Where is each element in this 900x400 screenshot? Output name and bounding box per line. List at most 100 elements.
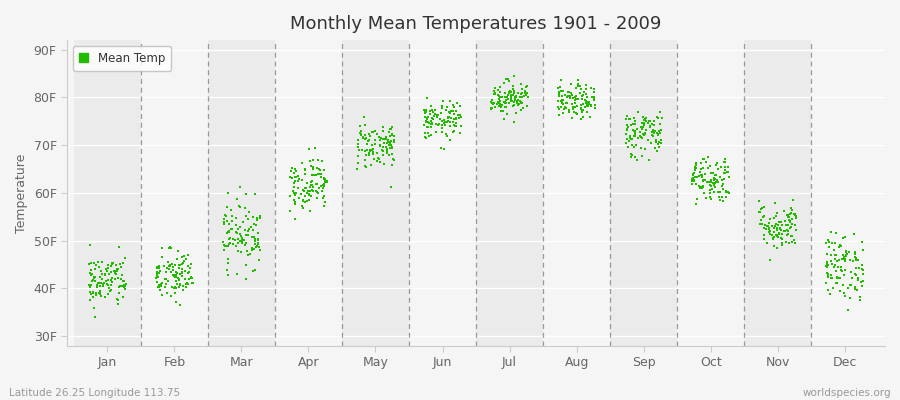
- Point: [720, 169, 734, 175]
- Point: [170, 256, 184, 262]
- Point: [287, 170, 302, 176]
- Point: [783, 217, 797, 224]
- Point: [499, 100, 513, 107]
- Point: [425, 115, 439, 121]
- Point: [716, 176, 731, 182]
- Point: [780, 222, 795, 228]
- Point: [309, 172, 323, 178]
- Point: [314, 170, 328, 177]
- Point: [484, 106, 499, 113]
- Point: [302, 197, 316, 204]
- Point: [316, 185, 330, 191]
- Point: [252, 244, 266, 250]
- Point: [382, 126, 397, 133]
- Point: [767, 225, 781, 231]
- Point: [704, 170, 718, 177]
- Point: [170, 270, 184, 276]
- Point: [697, 190, 711, 196]
- Point: [568, 94, 582, 100]
- Point: [822, 270, 836, 277]
- Point: [835, 234, 850, 241]
- Point: [779, 226, 794, 233]
- Point: [848, 271, 862, 277]
- Point: [624, 154, 638, 161]
- Point: [819, 263, 833, 270]
- Point: [850, 286, 865, 293]
- Point: [175, 273, 189, 280]
- Point: [446, 118, 460, 125]
- Point: [490, 101, 504, 108]
- Point: [515, 90, 529, 96]
- Point: [228, 237, 242, 244]
- Point: [87, 274, 102, 280]
- Point: [828, 256, 842, 262]
- Point: [685, 178, 699, 184]
- Point: [703, 182, 717, 188]
- Point: [770, 210, 785, 216]
- Point: [622, 138, 636, 144]
- Point: [251, 235, 266, 242]
- Point: [502, 89, 517, 96]
- Point: [161, 258, 176, 265]
- Point: [773, 225, 788, 231]
- Point: [419, 107, 434, 113]
- Point: [650, 148, 664, 154]
- Point: [711, 178, 725, 185]
- Point: [696, 184, 710, 190]
- Point: [620, 126, 634, 133]
- Point: [580, 109, 595, 116]
- Point: [686, 172, 700, 178]
- Point: [250, 241, 265, 247]
- Point: [619, 126, 634, 132]
- Point: [85, 271, 99, 277]
- Point: [838, 267, 852, 273]
- Point: [151, 270, 166, 276]
- Point: [363, 132, 377, 139]
- Point: [434, 110, 448, 116]
- Point: [788, 222, 803, 228]
- Point: [385, 144, 400, 151]
- Point: [510, 97, 525, 103]
- Point: [101, 291, 115, 298]
- Point: [579, 100, 593, 106]
- Point: [773, 225, 788, 231]
- Point: [220, 242, 235, 249]
- Point: [153, 287, 167, 293]
- Point: [715, 183, 729, 189]
- Point: [297, 185, 311, 192]
- Point: [771, 233, 786, 240]
- Point: [575, 106, 590, 113]
- Point: [506, 92, 520, 98]
- Point: [238, 227, 252, 233]
- Point: [645, 121, 660, 127]
- Point: [109, 268, 123, 274]
- Point: [112, 290, 126, 296]
- Point: [217, 242, 231, 248]
- Point: [106, 259, 121, 266]
- Point: [224, 207, 238, 213]
- Point: [233, 224, 248, 230]
- Bar: [274, 40, 342, 346]
- Point: [707, 175, 722, 182]
- Point: [584, 103, 598, 109]
- Bar: [744, 40, 811, 346]
- Point: [386, 137, 400, 144]
- Point: [497, 116, 511, 122]
- Point: [652, 127, 666, 134]
- Point: [384, 138, 399, 144]
- Point: [762, 226, 777, 232]
- Point: [317, 203, 331, 209]
- Point: [169, 277, 184, 284]
- Point: [512, 101, 526, 107]
- Point: [373, 142, 387, 148]
- Point: [856, 267, 870, 273]
- Point: [509, 94, 524, 100]
- Point: [224, 218, 238, 224]
- Point: [839, 252, 853, 258]
- Point: [698, 156, 712, 162]
- Point: [107, 268, 122, 274]
- Point: [508, 93, 523, 100]
- Point: [836, 256, 850, 262]
- Point: [514, 106, 528, 113]
- Point: [649, 139, 663, 145]
